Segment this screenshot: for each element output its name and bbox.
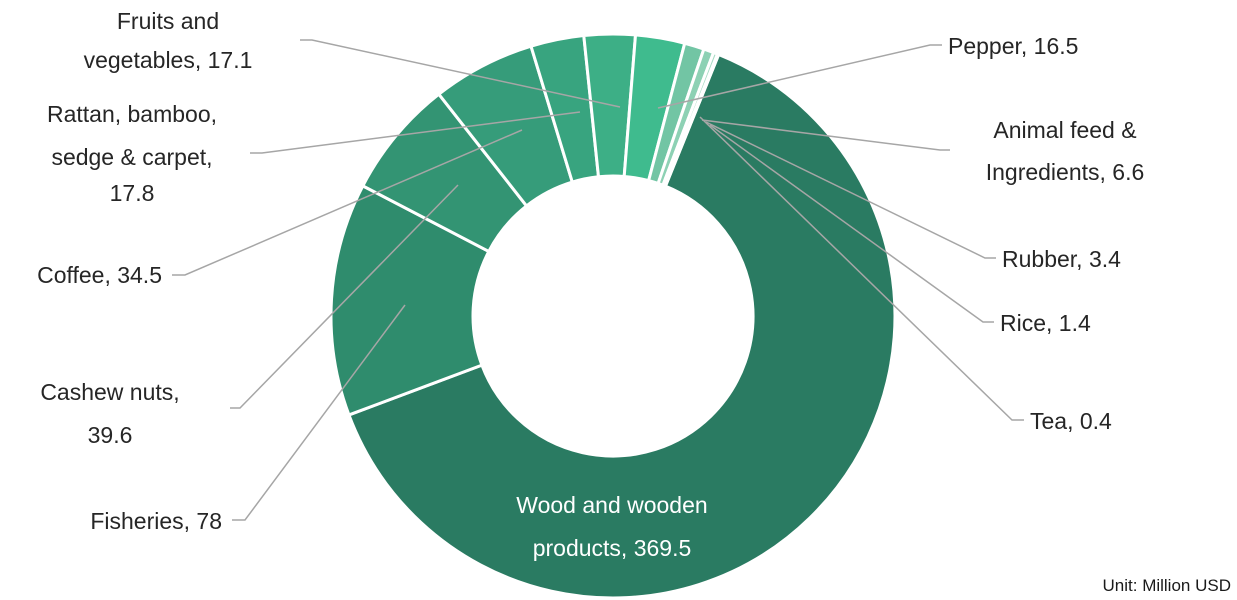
- data-label-pepper: Pepper, 16.5: [948, 33, 1078, 59]
- data-label-animal-feed-and-ingredients: Animal feed & Ingredients, 6.6: [986, 117, 1145, 185]
- leader-line-animal-feed-and-ingredients: [701, 119, 950, 151]
- data-label-fruits-and-vegetables: Fruits and vegetables, 17.1: [84, 8, 253, 73]
- data-labels-layer: Wood and wooden products, 369.5 Fisheries,…: [37, 8, 1144, 561]
- leader-line-rubber: [705, 121, 996, 259]
- leader-line-pepper: [657, 44, 942, 109]
- leader-line-rice: [709, 124, 994, 323]
- leader-line-cashew-nuts: [230, 184, 459, 409]
- leader-lines-layer: [172, 39, 1024, 521]
- slice-tea: [663, 52, 721, 188]
- data-label-fisheries: Fisheries, 78: [90, 508, 222, 534]
- slices-layer: [329, 32, 897, 600]
- leader-line-fisheries: [232, 304, 406, 521]
- data-label-tea: Tea, 0.4: [1030, 408, 1112, 434]
- leader-line-tea: [699, 116, 1024, 421]
- leader-line-coffee: [172, 129, 523, 276]
- data-label-cashew-nuts: Cashew nuts, 39.6: [40, 379, 179, 448]
- slice-fisheries: [329, 184, 491, 417]
- data-label-rattan-bamboo-sedge-and-carpet: Rattan, bamboo, sedge & carpet, 17.8: [47, 101, 217, 206]
- unit-note: Unit: Million USD: [1103, 576, 1231, 595]
- data-label-rubber: Rubber, 3.4: [1002, 246, 1121, 272]
- leader-line-rattan-bamboo-sedge-and-carpet: [250, 111, 581, 154]
- data-label-wood-and-wooden-products: Wood and wooden products, 369.5: [516, 492, 707, 561]
- data-label-rice: Rice, 1.4: [1000, 310, 1091, 336]
- slice-wood-and-wooden-products: [347, 53, 897, 600]
- data-label-coffee: Coffee, 34.5: [37, 262, 162, 288]
- leader-line-fruits-and-vegetables: [300, 39, 621, 108]
